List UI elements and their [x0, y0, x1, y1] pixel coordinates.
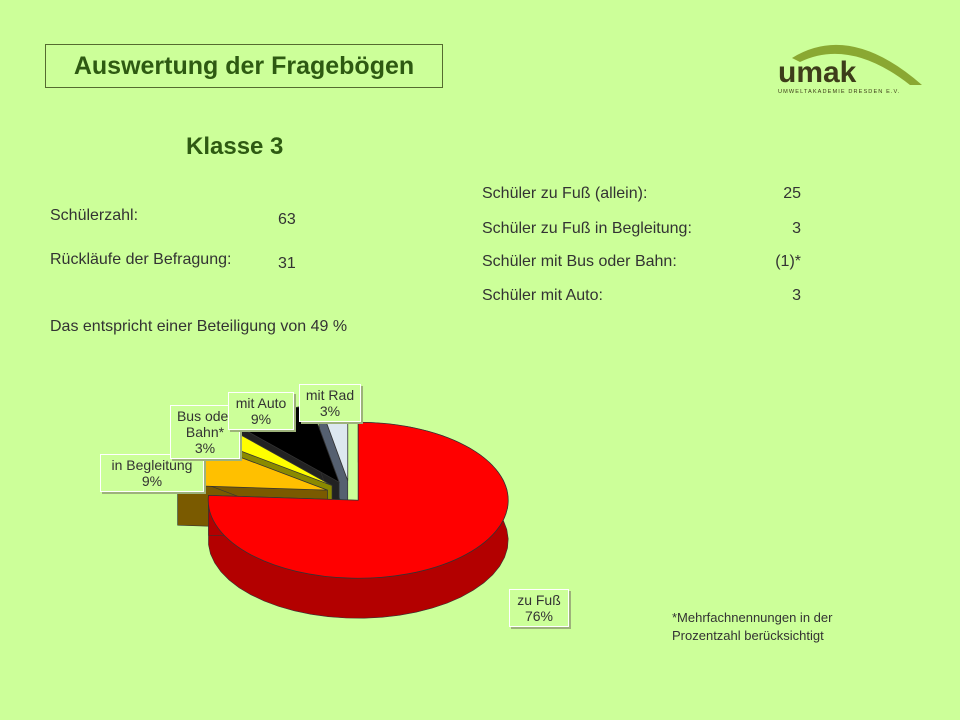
slice-label-pct: 9% — [250, 411, 272, 427]
mode-label: Schüler mit Auto: — [482, 287, 603, 304]
logo-text: umak — [778, 56, 857, 89]
footnote: *Mehrfachnennungen in der Prozentzahl be… — [672, 609, 832, 645]
slice-label-in-begleitung: in Begleitung 9% — [100, 454, 204, 492]
mode-value: 25 — [783, 185, 801, 202]
mode-value: (1)* — [775, 253, 801, 270]
slice-label-pct: 3% — [194, 440, 216, 456]
pie-chart — [177, 402, 509, 619]
ruecklaeufe-label: Rückläufe der Befragung: — [50, 251, 232, 268]
mode-label: Schüler zu Fuß (allein): — [482, 185, 648, 202]
ruecklaeufe-value: 31 — [278, 255, 296, 272]
page-title: Auswertung der Fragebögen — [45, 44, 443, 88]
slice-label-mit-auto: mit Auto 9% — [228, 392, 294, 430]
slice-label-name: in Begleitung — [111, 457, 193, 473]
slice-label-pct: 76% — [524, 608, 554, 624]
mode-label: Schüler mit Bus oder Bahn: — [482, 253, 677, 270]
slice-label-name: mit Auto — [235, 395, 287, 411]
logo-subtext: UMWELTAKADEMIE DRESDEN E.V. — [778, 89, 901, 95]
pie-slice-zu-fuß — [207, 421, 509, 579]
umak-logo: umak UMWELTAKADEMIE DRESDEN E.V. — [778, 44, 922, 95]
footnote-line: *Mehrfachnennungen in der — [672, 610, 833, 625]
logo-arc — [792, 44, 922, 85]
schuelerzahl-label: Schülerzahl: — [50, 207, 139, 224]
mode-value: 3 — [792, 220, 801, 237]
section-heading: Klasse 3 — [186, 133, 284, 160]
mode-value: 3 — [792, 287, 801, 304]
slice-label-pct: 3% — [319, 403, 341, 419]
schuelerzahl-value: 63 — [278, 211, 296, 228]
slice-label-name: Bus oder Bahn* — [176, 408, 234, 440]
slice-label-zu-fuss: zu Fuß 76% — [509, 589, 569, 627]
beteiligung-text: Das entspricht einer Beteiligung von 49 … — [50, 318, 348, 335]
footnote-line: Prozentzahl berücksichtigt — [672, 628, 824, 643]
slice-label-pct: 9% — [141, 473, 163, 489]
slice-label-mit-rad: mit Rad 3% — [299, 384, 361, 422]
mode-label: Schüler zu Fuß in Begleitung: — [482, 220, 692, 237]
slice-label-name: mit Rad — [305, 387, 355, 403]
slice-label-name: zu Fuß — [517, 592, 561, 608]
